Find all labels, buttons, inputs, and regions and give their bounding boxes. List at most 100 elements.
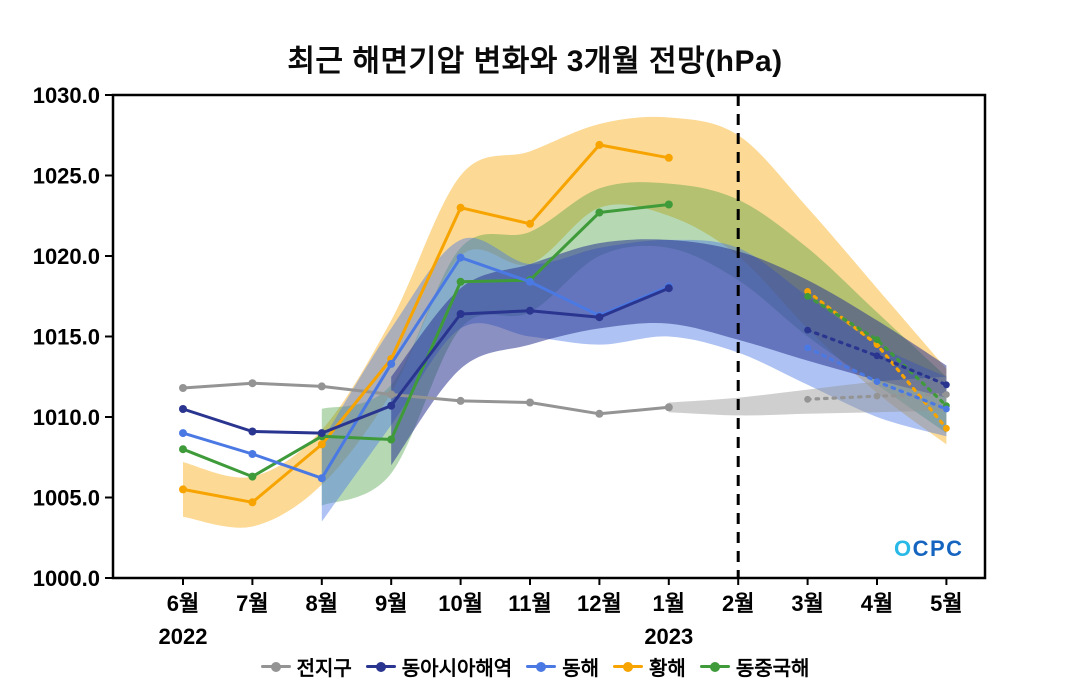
data-point (456, 203, 465, 212)
data-point (248, 472, 257, 481)
data-point (595, 313, 604, 322)
forecast-point (943, 381, 950, 389)
data-point (317, 474, 326, 483)
data-point (664, 403, 673, 412)
y-tick-label: 1000.0 (33, 566, 100, 591)
data-point (248, 450, 257, 458)
data-point (179, 445, 187, 454)
legend-item-1: 전지구 (260, 652, 352, 681)
data-point (179, 405, 187, 413)
data-point (387, 359, 396, 368)
data-point (526, 306, 534, 315)
data-point (526, 219, 534, 228)
observed-line (182, 143, 670, 504)
forecast-point (873, 336, 881, 344)
legend-item-2: 동아시아해역 (365, 652, 513, 681)
legend-label: 전지구 (296, 658, 352, 680)
forecast-point (873, 392, 881, 400)
legend-label: 동중국해 (735, 658, 810, 680)
forecast-point (873, 378, 881, 385)
observed-line (182, 286, 670, 435)
x-tick-label: 11월 (508, 591, 552, 616)
legend-item-3: 동해 (526, 652, 599, 681)
data-point (526, 277, 534, 286)
forecast-line (806, 328, 948, 387)
data-point (456, 310, 465, 318)
series-0 (179, 379, 950, 418)
data-point (387, 435, 396, 444)
y-tick-label: 1020.0 (33, 244, 100, 269)
legend-label: 황해 (649, 658, 686, 680)
band-3 (183, 116, 947, 528)
legend-line-marker (699, 661, 730, 672)
forecast-point (804, 288, 811, 295)
chart-svg: 1000.0 1005.0 1010.0 1015.0 1020.0 1025.0 1030… (33, 83, 987, 648)
forecast-point (804, 326, 811, 334)
data-point (179, 429, 187, 438)
x-tick-label: 3월 (791, 591, 823, 616)
series-1 (179, 284, 950, 438)
x-tick-label: 12월 (577, 591, 622, 616)
y-tick-label: 1010.0 (33, 405, 100, 430)
forecast-point (804, 292, 811, 300)
legend-line-marker (526, 661, 557, 672)
x-tick-label: 5월 (930, 591, 962, 616)
data-point (664, 153, 673, 162)
legend-dot-marker (536, 661, 547, 672)
y-tick-label: 1025.0 (33, 164, 100, 189)
legend-item-4: 황해 (613, 652, 686, 681)
x-tick-label: 8월 (306, 591, 338, 616)
data-point (179, 384, 187, 392)
forecast-point (804, 344, 811, 352)
chart-title: 최근 해면기압 변화와 3개월 전망(hPa) (287, 45, 783, 78)
data-point (387, 390, 396, 399)
forecast-point (873, 352, 881, 360)
legend-line-marker (260, 661, 291, 672)
legend-dot-marker (709, 661, 720, 672)
legend-line-marker (613, 661, 643, 672)
forecast-point (943, 405, 950, 413)
forecast-point (943, 391, 950, 398)
forecast-point (804, 395, 811, 403)
x-tick-label: 10월 (438, 591, 483, 616)
y-tick-label: 1015.0 (33, 325, 100, 350)
y-tick-label: 1030.0 (33, 83, 100, 108)
series-2 (179, 253, 950, 483)
x-tick-label: 9월 (375, 591, 407, 616)
forecast-line (806, 294, 948, 408)
data-point (317, 429, 326, 438)
x-tick-label: 7월 (236, 591, 268, 616)
legend-label: 동해 (562, 658, 599, 680)
data-point (456, 253, 465, 262)
x-tick-label: 6월 (167, 591, 199, 616)
observed-line (182, 256, 670, 480)
data-point (664, 200, 673, 209)
data-point (595, 140, 604, 149)
data-point (317, 440, 326, 449)
legend-dot-marker (375, 661, 386, 672)
y-tick-label: 1005.0 (33, 486, 100, 511)
x-tick-label: 2월 (722, 591, 754, 616)
year-label: 2022 (159, 624, 208, 648)
year-label: 2023 (644, 624, 693, 648)
data-point (179, 485, 187, 494)
observed-line (182, 381, 669, 416)
data-point (526, 398, 534, 407)
data-point (248, 379, 257, 388)
legend-line-marker (365, 661, 396, 672)
data-point (456, 396, 465, 405)
ocpc-logo: OCPC (894, 536, 964, 561)
data-point (595, 409, 604, 418)
legend-label: 동아시아해역 (401, 658, 513, 680)
data-point (248, 427, 257, 436)
data-point (664, 284, 673, 293)
legend-item-5: 동중국해 (699, 652, 810, 681)
data-point (595, 208, 604, 217)
x-tick-label: 4월 (861, 591, 893, 616)
data-point (387, 401, 396, 410)
legend: 전지구 동아시아해역 동해 황해 동중국해 (0, 652, 1070, 681)
data-point (456, 277, 465, 286)
legend-dot-marker (623, 661, 633, 672)
data-point (248, 498, 257, 507)
